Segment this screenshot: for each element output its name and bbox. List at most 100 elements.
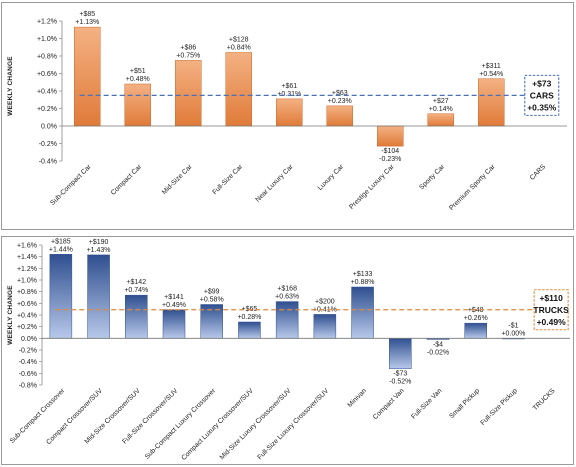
- trucks-summary-pct: +0.49%: [537, 317, 567, 327]
- cars-data-label-pct: +0.14%: [429, 106, 453, 113]
- trucks-bar: [162, 309, 186, 339]
- trucks-y-tick-label: +0.6%: [17, 301, 37, 308]
- cars-category-label: Sub-Compact Car: [49, 163, 93, 207]
- cars-category-label: Premium Sporty Car: [448, 163, 497, 212]
- cars-y-tick-label: +0.6%: [37, 71, 57, 78]
- cars-y-tick-label: 0.0%: [41, 124, 57, 131]
- trucks-bar: [351, 286, 374, 339]
- trucks-data-label-dollar: +$168: [277, 286, 297, 293]
- cars-chart-panel: -0.4% -0.2% 0.0% +0.2% +0.4% +0.6% +0.8% +1.0% +…: [1, 2, 574, 230]
- trucks-data-label-dollar: +$133: [353, 271, 373, 278]
- trucks-y-tick-label: +1.2%: [17, 266, 37, 273]
- trucks-y-tick-label: -0.2%: [19, 348, 37, 355]
- trucks-data-label-dollar: +$190: [89, 239, 109, 246]
- cars-category-label: Sporty Car: [418, 163, 446, 191]
- trucks-bar: [49, 254, 73, 339]
- trucks-category-label: Full-Size Pickup: [479, 387, 519, 427]
- trucks-bar: [275, 301, 299, 339]
- cars-bar: [377, 125, 404, 147]
- cars-summary-dollar: +$73: [532, 78, 551, 88]
- trucks-bar: [125, 294, 148, 339]
- trucks-data-label-pct: +0.63%: [275, 294, 299, 301]
- cars-data-label-dollar: -$104: [381, 148, 399, 155]
- cars-data-label-pct: +0.48%: [126, 76, 150, 83]
- trucks-bar: [87, 254, 110, 339]
- trucks-chart-panel: -0.8% -0.6% -0.4% -0.2% 0.0% +0.2% +0.4% +0.6% +…: [1, 236, 574, 465]
- cars-data-label-dollar: +$128: [229, 37, 249, 44]
- cars-category-label: Luxury Car: [317, 163, 346, 192]
- trucks-category-label: Minivan: [346, 387, 368, 409]
- cars-bar: [478, 78, 505, 127]
- cars-bar: [124, 83, 151, 127]
- cars-bar: [175, 60, 202, 127]
- trucks-data-label-dollar: +$141: [164, 294, 184, 301]
- cars-y-tick-label: +0.2%: [37, 106, 57, 113]
- cars-data-label-dollar: +$61: [281, 83, 297, 90]
- trucks-category-label: Compact Luxury Crossover/SUV: [180, 387, 255, 462]
- cars-summary-pct: +0.35%: [527, 102, 557, 112]
- trucks-chart: -0.8% -0.6% -0.4% -0.2% 0.0% +0.2% +0.4% +0.6% +…: [7, 238, 570, 462]
- trucks-data-label-pct: +0.88%: [351, 279, 375, 286]
- trucks-category-label: Full-Size Van: [410, 387, 443, 420]
- trucks-category-label: Sub-Compact Luxury Crossover: [144, 387, 218, 461]
- cars-category-label: Full-Size Car: [211, 163, 244, 196]
- trucks-bar: [464, 322, 487, 339]
- trucks-data-label-pct: +0.74%: [124, 287, 148, 294]
- trucks-y-tick-label: +1.4%: [17, 254, 37, 261]
- trucks-data-label-dollar: +$185: [51, 238, 71, 245]
- trucks-y-tick-label: 0.0%: [21, 336, 37, 343]
- cars-chart: -0.4% -0.2% 0.0% +0.2% +0.4% +0.6% +0.8% +1.0% +…: [7, 11, 567, 212]
- cars-data-label-dollar: +$85: [79, 11, 95, 18]
- cars-data-label-pct: +0.75%: [176, 52, 200, 59]
- trucks-data-label-pct: +0.00%: [501, 330, 525, 337]
- cars-category-label: Mid-Size Car: [161, 163, 194, 196]
- cars-category-label: Prestige Luxury Car: [348, 163, 396, 211]
- cars-y-tick-label: +1.2%: [37, 19, 57, 26]
- cars-category-label: Compact Car: [110, 163, 144, 197]
- trucks-y-tick-label: -0.8%: [19, 383, 37, 390]
- cars-bar: [326, 105, 353, 127]
- trucks-category-label: Full-Size Luxury Crossover/SUV: [256, 387, 330, 461]
- trucks-data-label-pct: +0.26%: [464, 315, 488, 322]
- cars-y-axis-label: WEEKLY CHANGE: [7, 56, 14, 116]
- trucks-data-label-dollar: +$48: [468, 307, 484, 314]
- cars-data-label-pct: -0.23%: [379, 156, 401, 163]
- cars-data-label-pct: +0.84%: [227, 45, 251, 52]
- trucks-data-label-pct: +1.43%: [87, 247, 111, 254]
- cars-data-label-pct: +0.31%: [277, 91, 301, 98]
- trucks-y-tick-label: +0.2%: [17, 324, 37, 331]
- trucks-data-label-dollar: +$200: [315, 298, 335, 305]
- trucks-data-label-pct: +0.41%: [313, 306, 337, 313]
- cars-data-label-dollar: +$51: [130, 68, 146, 75]
- trucks-data-label-pct: -0.02%: [427, 350, 449, 357]
- cars-y-tick-label: +0.8%: [37, 54, 57, 61]
- trucks-bar: [313, 314, 337, 339]
- cars-y-tick-label: -0.4%: [39, 159, 57, 166]
- trucks-data-label-dollar: +$99: [204, 289, 220, 296]
- trucks-summary-dollar: +$110: [539, 293, 563, 303]
- trucks-y-tick-label: +1.0%: [17, 278, 37, 285]
- cars-bar: [427, 113, 454, 127]
- cars-data-label-pct: +0.54%: [479, 71, 503, 78]
- cars-y-tick-label: +1.0%: [37, 36, 57, 43]
- trucks-data-label-pct: +0.28%: [237, 314, 261, 321]
- cars-summary-name: CARS: [530, 90, 554, 100]
- trucks-summary-box: [533, 289, 569, 331]
- cars-data-label-dollar: +$63: [332, 90, 348, 97]
- cars-data-label-dollar: +$86: [180, 44, 196, 51]
- cars-data-label-pct: +0.23%: [328, 98, 352, 105]
- trucks-y-tick-label: -0.6%: [19, 371, 37, 378]
- trucks-bar: [389, 338, 412, 369]
- cars-data-label-dollar: +$27: [433, 98, 449, 105]
- trucks-y-axis-label: WEEKLY CHANGE: [7, 285, 14, 345]
- trucks-data-label-pct: +0.49%: [162, 302, 186, 309]
- trucks-y-tick-label: -0.4%: [19, 359, 37, 366]
- trucks-data-label-dollar: +$142: [126, 279, 146, 286]
- cars-data-label-dollar: +$311: [482, 63, 501, 70]
- cars-summary-box: [524, 74, 560, 116]
- trucks-category-label: Compact Van: [372, 387, 406, 421]
- cars-category-label: Near Luxury Car: [254, 163, 295, 204]
- trucks-y-tick-label: +1.6%: [17, 243, 37, 250]
- cars-y-tick-label: -0.2%: [39, 141, 57, 148]
- trucks-category-label: Small Pickup: [448, 387, 481, 420]
